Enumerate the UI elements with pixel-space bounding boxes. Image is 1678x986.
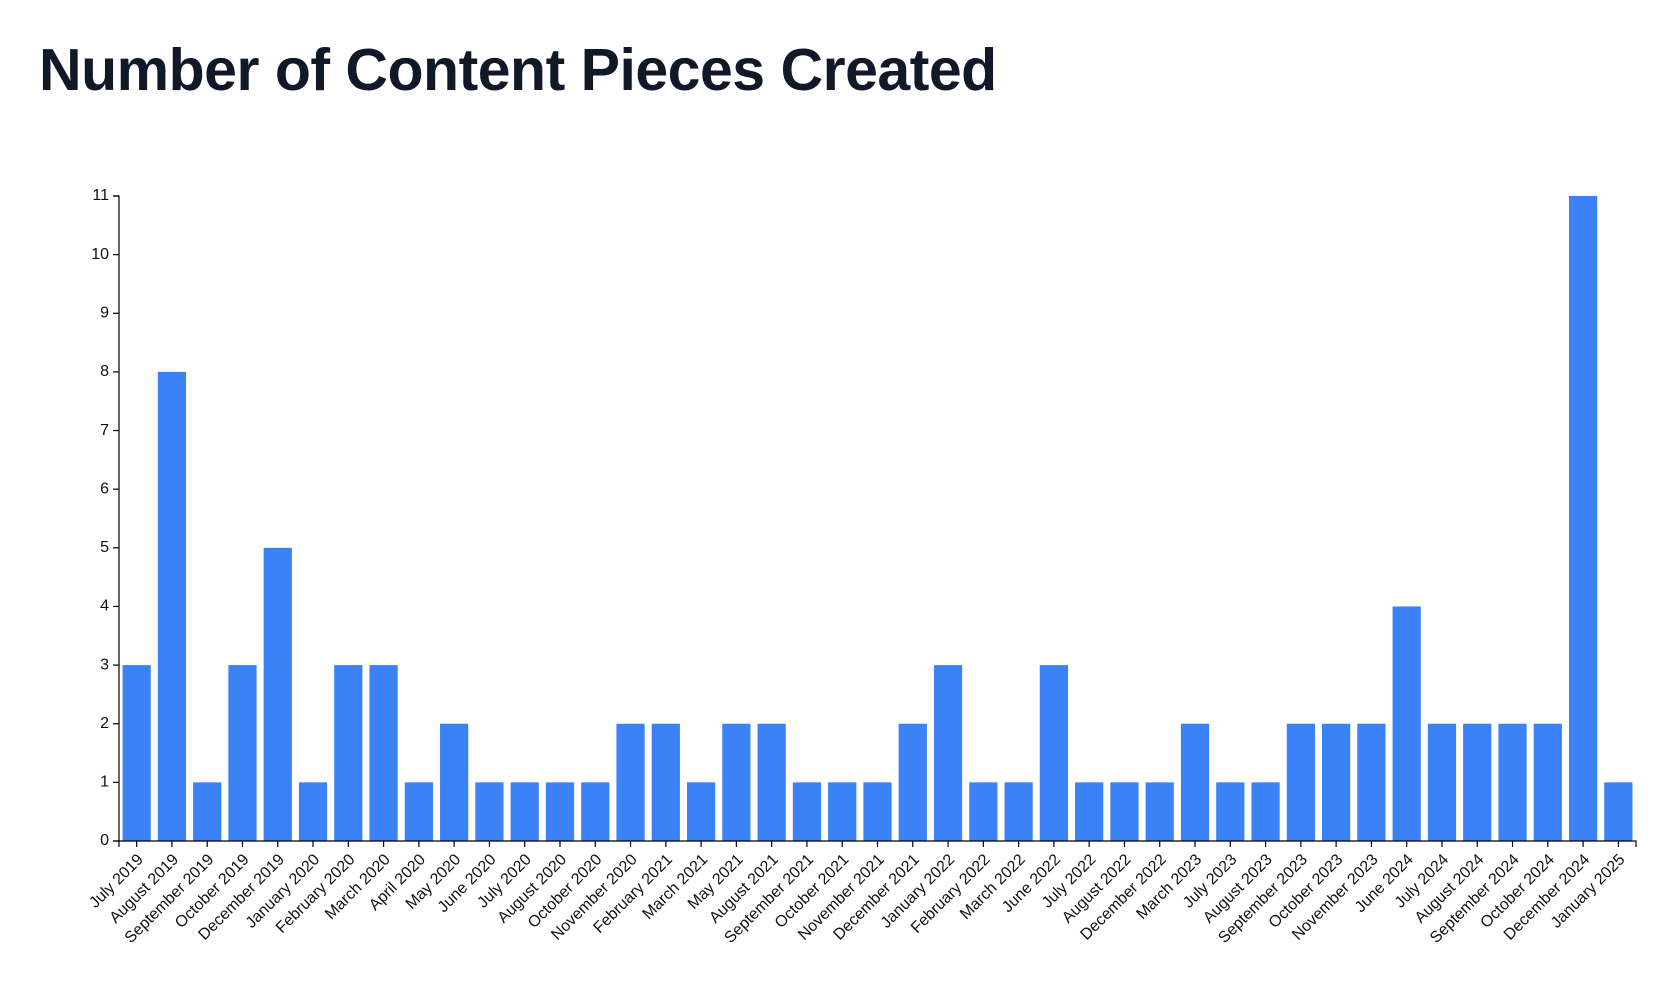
bar-october-2023: [1322, 723, 1351, 841]
bar-july-2020: [510, 782, 539, 841]
bar-september-2024: [1498, 723, 1527, 841]
y-tick-label: 4: [100, 598, 109, 615]
bar-march-2020: [369, 665, 398, 841]
bar-september-2023: [1286, 723, 1315, 841]
y-tick-label: 3: [100, 656, 109, 673]
bar-august-2022: [1110, 782, 1139, 841]
y-tick-label: 11: [92, 187, 109, 204]
bars-group: [122, 196, 1633, 841]
bar-november-2021: [863, 782, 892, 841]
bar-november-2023: [1357, 723, 1386, 841]
page-title: Number of Content Pieces Created: [39, 37, 997, 103]
y-tick-label: 1: [100, 774, 109, 791]
y-tick-label: 8: [100, 363, 109, 380]
bar-july-2023: [1216, 782, 1245, 841]
y-axis-line: [113, 195, 120, 842]
bar-december-2022: [1145, 782, 1174, 841]
bar-january-2025: [1604, 782, 1633, 841]
bar-october-2020: [581, 782, 610, 841]
bar-february-2021: [651, 723, 680, 841]
bar-august-2019: [157, 371, 187, 841]
y-tick-label: 10: [91, 246, 109, 263]
bar-april-2020: [404, 782, 433, 841]
y-tick-label: 9: [100, 304, 109, 321]
y-axis: 0 1 2 3 4 5 6 7 8 9 10 11: [91, 187, 120, 849]
bar-november-2020: [616, 723, 645, 841]
bar-june-2022: [1039, 665, 1068, 841]
bar-september-2021: [792, 782, 822, 841]
bar-march-2023: [1180, 723, 1210, 841]
bar-august-2024: [1463, 723, 1492, 841]
bar-june-2020: [475, 782, 504, 841]
bar-february-2020: [334, 665, 363, 841]
bar-december-2024: [1568, 196, 1598, 841]
bar-december-2021: [898, 723, 927, 841]
bar-october-2021: [828, 782, 857, 841]
bar-february-2022: [969, 782, 998, 841]
y-tick-label: 6: [100, 480, 109, 497]
bar-march-2022: [1004, 782, 1033, 841]
bar-july-2024: [1427, 723, 1457, 841]
y-tick-label: 5: [100, 539, 109, 556]
bar-august-2020: [545, 782, 575, 841]
bar-july-2022: [1075, 782, 1104, 841]
bar-may-2021: [722, 723, 751, 841]
bar-december-2019: [263, 547, 292, 841]
bar-august-2023: [1251, 782, 1280, 841]
y-tick-label: 7: [100, 422, 109, 439]
bar-may-2020: [440, 723, 469, 841]
bar-august-2021: [757, 723, 786, 841]
bar-september-2019: [193, 782, 222, 841]
bar-march-2021: [686, 782, 716, 841]
bar-october-2019: [228, 665, 257, 841]
bar-january-2020: [298, 782, 328, 841]
bar-july-2019: [122, 665, 151, 841]
y-tick-label: 0: [100, 832, 109, 849]
y-tick-label: 2: [100, 715, 109, 732]
bar-january-2022: [933, 665, 963, 841]
bar-october-2024: [1533, 723, 1562, 841]
bar-june-2024: [1392, 606, 1421, 841]
